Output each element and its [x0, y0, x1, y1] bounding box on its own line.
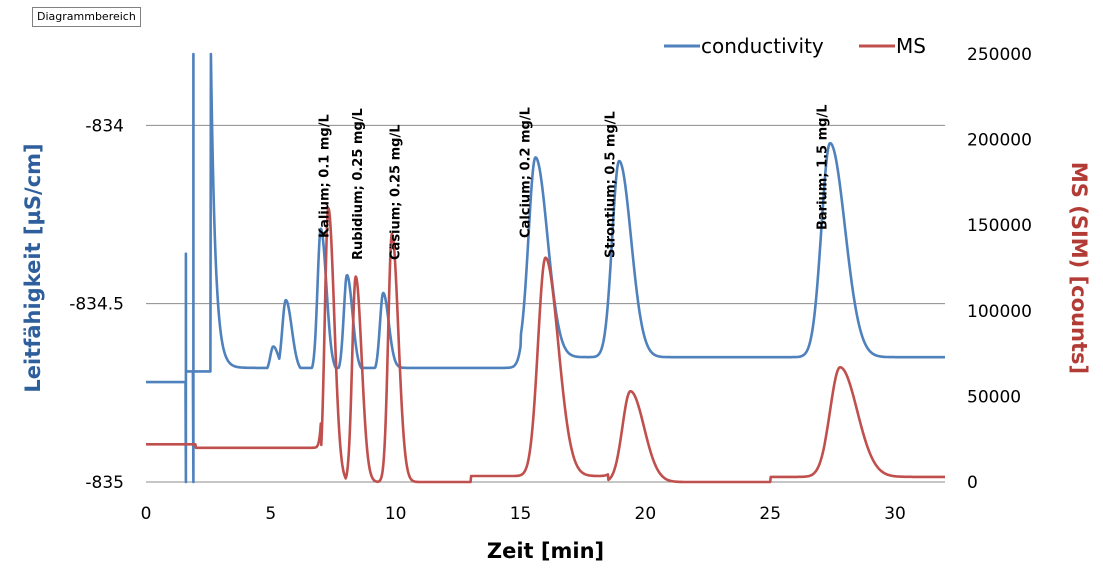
legend-label-conductivity: conductivity: [701, 34, 824, 58]
y-left-tick-label: -835: [85, 473, 124, 493]
series-layer: [145, 52, 946, 484]
y-axis-title-right: MS (SIM) [counts]: [1067, 162, 1091, 374]
grid-layer: [146, 124, 945, 483]
y-right-tick-label: 100000: [967, 302, 1032, 322]
series-line-ms: [145, 206, 946, 484]
y-right-tick-label: 250000: [967, 45, 1032, 65]
y-right-tick-label: 150000: [967, 216, 1032, 236]
x-tick-label: 25: [759, 504, 781, 524]
axes-layer: -834-834.5-83525000020000015000010000050…: [69, 45, 1032, 524]
x-tick-label: 0: [141, 504, 152, 524]
x-tick-label: 30: [884, 504, 906, 524]
y-right-tick-label: 50000: [967, 387, 1021, 407]
legend: conductivity MS: [664, 34, 926, 58]
peak-annotation: Barium; 1.5 mg/L: [816, 104, 831, 230]
peak-annotation: Kalium; 0.1 mg/L: [318, 114, 333, 238]
y-right-tick-label: 200000: [967, 131, 1032, 151]
x-tick-label: 20: [635, 504, 657, 524]
x-tick-label: 15: [510, 504, 532, 524]
y-left-tick-label: -834.5: [69, 295, 124, 315]
y-left-tick-label: -834: [85, 116, 124, 136]
x-axis-title: Zeit [min]: [487, 539, 604, 563]
series-line-conductivity: [145, 52, 946, 484]
y-axis-title-left: Leitfähigkeit [µS/cm]: [21, 143, 45, 392]
peak-annotation: Cäsium; 0.25 mg/L: [389, 124, 404, 260]
legend-label-ms: MS: [896, 34, 926, 58]
peak-annotation: Calcium; 0.2 mg/L: [519, 107, 534, 238]
x-tick-label: 10: [385, 504, 407, 524]
y-right-tick-label: 0: [967, 473, 978, 493]
peak-annotation: Strontium; 0.5 mg/L: [603, 111, 618, 258]
x-tick-label: 5: [265, 504, 276, 524]
labels-layer: Kalium; 0.1 mg/L Rubidium; 0.25 mg/L Cäsiu…: [318, 104, 831, 260]
chart-area-tag[interactable]: Diagrammbereich: [32, 7, 141, 27]
peak-annotation: Rubidium; 0.25 mg/L: [351, 108, 366, 260]
